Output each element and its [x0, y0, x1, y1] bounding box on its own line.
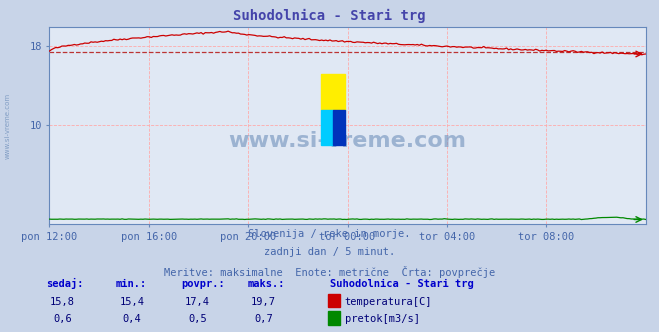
Text: Slovenija / reke in morje.: Slovenija / reke in morje.	[248, 229, 411, 239]
Text: Suhodolnica - Stari trg: Suhodolnica - Stari trg	[330, 279, 473, 289]
Text: 19,7: 19,7	[251, 297, 276, 307]
Text: sedaj:: sedaj:	[46, 278, 84, 289]
Text: www.si-vreme.com: www.si-vreme.com	[229, 131, 467, 151]
Bar	[321, 110, 333, 145]
Text: zadnji dan / 5 minut.: zadnji dan / 5 minut.	[264, 247, 395, 257]
Text: Suhodolnica - Stari trg: Suhodolnica - Stari trg	[233, 9, 426, 24]
Text: 15,4: 15,4	[119, 297, 144, 307]
Bar	[321, 74, 345, 110]
Text: 0,7: 0,7	[254, 314, 273, 324]
Text: 0,5: 0,5	[188, 314, 207, 324]
Bar	[333, 110, 345, 145]
Text: povpr.:: povpr.:	[181, 279, 225, 289]
Text: maks.:: maks.:	[247, 279, 285, 289]
Text: 0,6: 0,6	[53, 314, 72, 324]
Text: 17,4: 17,4	[185, 297, 210, 307]
Text: pretok[m3/s]: pretok[m3/s]	[345, 314, 420, 324]
Text: 0,4: 0,4	[123, 314, 141, 324]
Text: Meritve: maksimalne  Enote: metrične  Črta: povprečje: Meritve: maksimalne Enote: metrične Črta…	[164, 266, 495, 278]
Text: www.si-vreme.com: www.si-vreme.com	[5, 93, 11, 159]
Text: min.:: min.:	[115, 279, 146, 289]
Text: temperatura[C]: temperatura[C]	[345, 297, 432, 307]
Text: 15,8: 15,8	[50, 297, 75, 307]
